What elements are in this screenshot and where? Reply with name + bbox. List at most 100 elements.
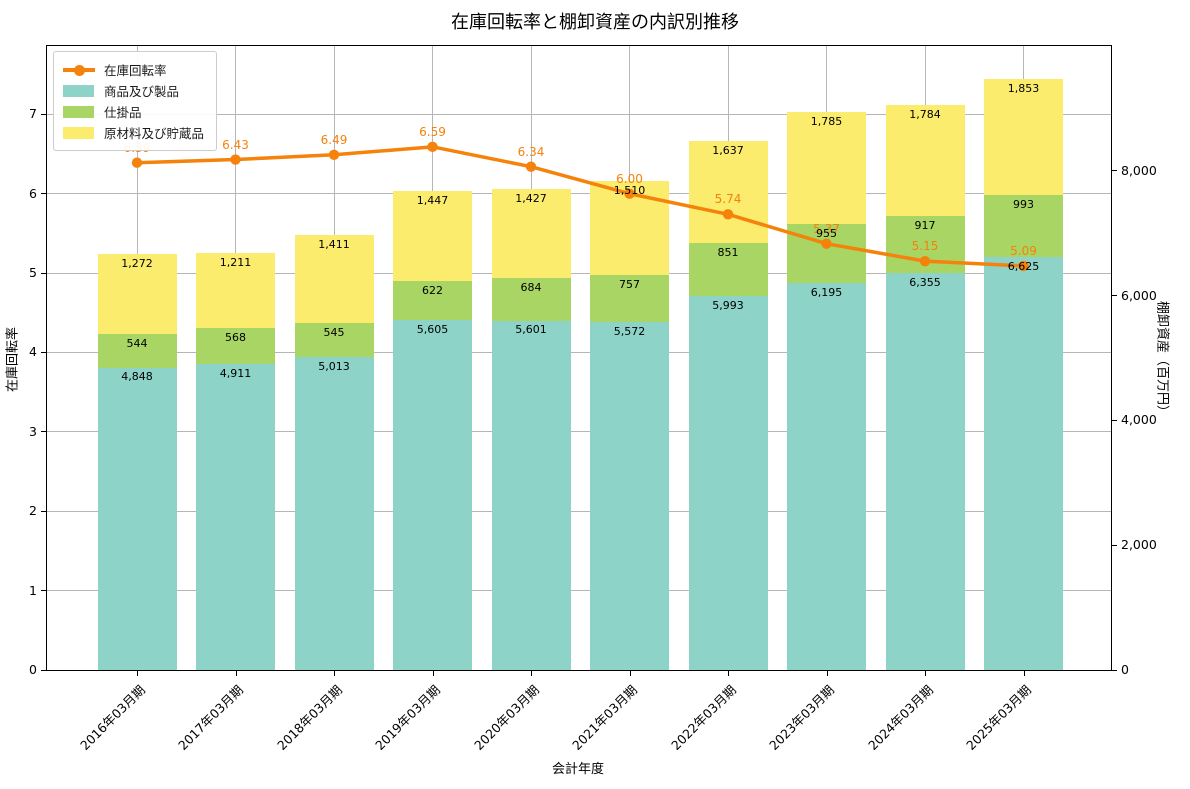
bar-value-label: 4,911 bbox=[219, 366, 252, 380]
legend-row: 原材料及び貯蔵品 bbox=[63, 122, 204, 143]
legend-line-marker-icon bbox=[63, 63, 95, 77]
h-gridline bbox=[47, 113, 1111, 115]
left-tick-label: 4 bbox=[29, 344, 37, 360]
bar-value-label: 6,195 bbox=[810, 286, 843, 300]
bar-segment bbox=[885, 104, 965, 217]
left-tick bbox=[41, 351, 46, 353]
bar-segment bbox=[196, 328, 275, 364]
line-value-label: 6.59 bbox=[419, 124, 446, 139]
x-tick bbox=[531, 671, 532, 676]
right-tick bbox=[1112, 295, 1117, 297]
h-gridline bbox=[47, 431, 1111, 433]
bar-value-label: 1,784 bbox=[909, 107, 941, 121]
legend-row: 在庫回転率 bbox=[63, 59, 204, 80]
bar-segment bbox=[196, 363, 275, 670]
bar-value-label: 1,411 bbox=[318, 238, 350, 252]
bar-segment bbox=[787, 112, 866, 224]
x-tick-label: 2022年03月期 bbox=[667, 682, 739, 753]
bar-value-label: 5,572 bbox=[613, 325, 646, 339]
legend-label: 仕掛品 bbox=[104, 105, 142, 120]
left-tick bbox=[41, 669, 46, 671]
legend-label: 原材料及び貯蔵品 bbox=[104, 126, 205, 141]
x-tick bbox=[826, 671, 828, 676]
bar-value-label: 5,601 bbox=[515, 323, 547, 337]
bar-segment bbox=[393, 320, 472, 670]
bar-segment bbox=[787, 283, 866, 670]
x-tick bbox=[1023, 671, 1025, 676]
left-tick bbox=[41, 113, 46, 115]
bar-segment bbox=[885, 273, 965, 670]
x-tick bbox=[137, 671, 138, 676]
bar-segment bbox=[984, 256, 1063, 670]
left-tick bbox=[41, 272, 46, 274]
bar-value-label: 851 bbox=[717, 245, 739, 259]
bar-segment bbox=[491, 320, 571, 670]
x-tick-label: 2021年03月期 bbox=[569, 682, 641, 753]
right-y-axis-title: 棚卸資産（百万円） bbox=[1154, 300, 1170, 418]
chart-title: 在庫回転率と棚卸資産の内訳別推移 bbox=[451, 12, 739, 33]
bar-value-label: 1,785 bbox=[810, 115, 843, 129]
x-tick-label: 2023年03月期 bbox=[766, 682, 838, 753]
bar-value-label: 1,272 bbox=[121, 257, 153, 271]
legend: 在庫回転率商品及び製品 仕掛品原材料及び貯蔵品 bbox=[53, 51, 218, 151]
left-tick-label: 0 bbox=[29, 662, 37, 677]
legend-label: 商品及び製品 bbox=[104, 84, 180, 99]
left-tick-label: 1 bbox=[29, 582, 37, 598]
h-gridline bbox=[47, 510, 1111, 512]
line-value-label: 5.74 bbox=[714, 192, 742, 207]
bar-value-label: 6,355 bbox=[909, 276, 941, 290]
left-y-axis-title: 在庫回転率 bbox=[5, 327, 21, 393]
bar-value-label: 955 bbox=[816, 226, 837, 240]
legend-row: 仕掛品 bbox=[63, 101, 204, 122]
bar-value-label: 757 bbox=[619, 278, 640, 292]
bar-segment bbox=[294, 323, 374, 358]
right-tick-label: 2,000 bbox=[1121, 537, 1157, 553]
legend-label: 在庫回転率 bbox=[104, 63, 167, 78]
legend-color-swatch-icon bbox=[63, 84, 95, 98]
left-tick-label: 7 bbox=[29, 106, 37, 122]
bar-segment bbox=[393, 281, 472, 321]
x-tick-label: 2025年03月期 bbox=[963, 682, 1035, 753]
x-tick-label: 2018年03月期 bbox=[273, 682, 345, 753]
plot-area: 4,848 544 1,272 4,911 568 1,211 5,013 545 1,411 5… bbox=[29, 45, 1157, 753]
left-tick bbox=[41, 193, 46, 195]
bar-value-label: 684 bbox=[520, 280, 542, 294]
bar-value-label: 568 bbox=[225, 331, 246, 345]
left-tick bbox=[41, 590, 46, 592]
bar-value-label: 5,605 bbox=[416, 323, 449, 337]
bar-value-label: 5,993 bbox=[712, 299, 744, 313]
left-tick-label: 2 bbox=[29, 503, 37, 519]
x-tick-label: 2016年03月期 bbox=[76, 682, 148, 753]
x-tick bbox=[629, 671, 631, 676]
right-tick-label: 6,000 bbox=[1121, 287, 1157, 303]
right-tick bbox=[1112, 419, 1117, 421]
bar-value-label: 1,211 bbox=[219, 255, 252, 269]
left-tick-label: 6 bbox=[29, 185, 37, 201]
bar-value-label: 545 bbox=[323, 326, 345, 340]
bar-value-label: 1,427 bbox=[515, 191, 547, 205]
left-tick-label: 3 bbox=[29, 423, 37, 439]
legend-row: 商品及び製品 bbox=[63, 80, 204, 101]
bar-segment bbox=[97, 367, 177, 670]
line-value-label: 6.34 bbox=[517, 144, 545, 159]
bar-value-label: 622 bbox=[422, 284, 443, 298]
x-tick bbox=[432, 671, 434, 676]
h-gridline bbox=[47, 590, 1111, 592]
bar-value-label: 1,853 bbox=[1007, 82, 1040, 95]
bar-value-label: 4,848 bbox=[121, 370, 153, 384]
x-tick-label: 2017年03月期 bbox=[175, 682, 247, 753]
left-tick bbox=[41, 431, 46, 433]
left-tick-label: 5 bbox=[29, 265, 37, 281]
legend-color-swatch-icon bbox=[63, 105, 95, 119]
bar-segment bbox=[984, 79, 1063, 195]
right-tick bbox=[1112, 669, 1117, 671]
bar-value-label: 1,510 bbox=[613, 183, 646, 197]
line-value-label: 5.15 bbox=[911, 239, 939, 254]
bar-value-label: 1,447 bbox=[416, 194, 449, 208]
bar-segment bbox=[294, 357, 374, 670]
h-gridline bbox=[47, 272, 1111, 274]
bar-value-label: 6,625 bbox=[1007, 259, 1040, 273]
bar-segment bbox=[688, 296, 768, 670]
x-axis-title: 会計年度 bbox=[551, 762, 604, 777]
right-tick bbox=[1112, 544, 1117, 546]
